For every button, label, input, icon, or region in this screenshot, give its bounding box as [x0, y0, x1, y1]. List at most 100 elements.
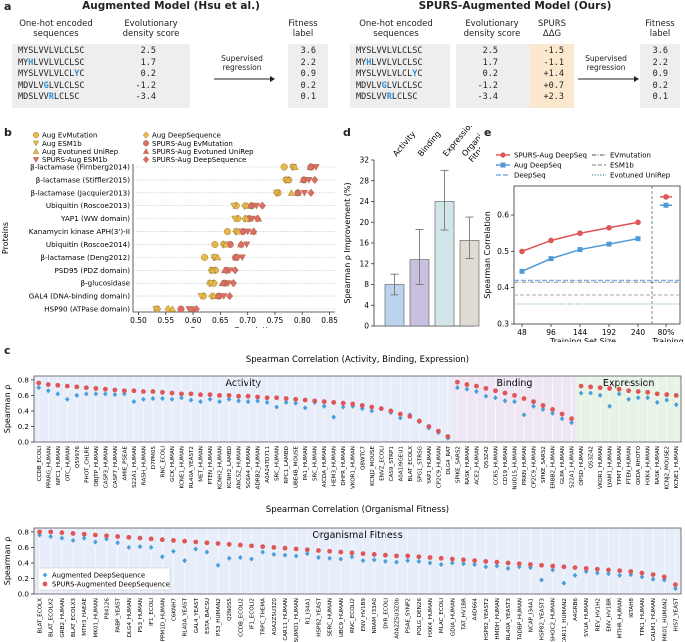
evo-score: 2.5 [140, 46, 156, 56]
marker-circle [33, 131, 40, 138]
fitness-value: 0.2 [300, 80, 316, 91]
spurs-box [530, 44, 574, 108]
legend-label: Aug DeepSequence [152, 132, 221, 140]
spurs-point [405, 553, 411, 559]
spurs-point [394, 553, 399, 559]
sequence-row: MYHLVVLVLCLSC [356, 58, 444, 70]
spurs-value: -1.1 [543, 57, 564, 68]
spurs-point [382, 552, 388, 558]
x-tick-label: POLG_DEN26 [417, 598, 423, 636]
spurs-point [141, 389, 146, 394]
protein-markers [231, 214, 263, 223]
aug-point [664, 397, 670, 403]
spurs-point [407, 413, 413, 419]
spurs-point [169, 390, 175, 396]
x-tick-label: PSAE_SYNP2 [406, 598, 412, 633]
spurs-point [426, 424, 432, 429]
legend-item: SPURS-Aug DeepSequence [142, 155, 246, 164]
x-tick-label: CASP3_HUMAN [103, 446, 109, 488]
y-tick-label: 0.2 [18, 422, 29, 431]
x-tick-label: KCNJ2_MOUSE2 [665, 446, 671, 489]
spurs-point [293, 546, 299, 552]
aug-point [540, 406, 546, 412]
spurs-point [635, 389, 641, 394]
sequence-suffix: LVLCLSC [48, 80, 85, 91]
spurs-point [360, 551, 366, 557]
marker-triangle-up [246, 202, 255, 209]
x-tick-label: PTEN_HUMAN [627, 446, 633, 484]
plot-frame [513, 185, 681, 325]
spurs-point [171, 538, 176, 543]
sequence-prefix: MYSLVVLVLCLSC [18, 46, 85, 56]
x-tick-label: A0A2Z5U3Z0b [395, 598, 401, 639]
plot-frame [33, 527, 682, 595]
x-tick-label: MTH3_HAEAE [82, 598, 88, 636]
marker-diamond [142, 155, 150, 164]
marker-triangle-up [242, 214, 250, 222]
x-tick-label: KCNE1_HUMAN [674, 446, 680, 488]
x-tick-label: ESTA_BACSU [205, 598, 211, 634]
legend-item: SPURS-Aug EvMutation [142, 140, 233, 148]
x-tick-label: HXK4_HUMAN [646, 446, 652, 485]
group-label: Activity [226, 378, 262, 389]
marker-triangle-up [219, 279, 227, 287]
aug-point [572, 572, 578, 578]
x-tick-label: SRC_HUMAN [275, 446, 281, 481]
x-tick-label: 48 [517, 328, 527, 337]
marker-triangle-down [220, 293, 228, 300]
protein-markers [282, 175, 319, 185]
x-tick-label: BLAT_ECOLX3 [71, 598, 77, 637]
x-tick-label: TAT_HV1BR [461, 598, 467, 631]
aug-point [578, 390, 584, 396]
spurs-point [327, 548, 333, 554]
x-axis-title: Spearman Correlation [190, 326, 278, 328]
aug-point [583, 568, 589, 575]
y-tick-label: 0.6 [18, 543, 30, 552]
marker-triangle-down [231, 215, 239, 223]
aug-point [512, 399, 517, 405]
x-tick-label: RASK_HUMAN [655, 446, 661, 485]
x-tick-label: ERBB2_HUMAN [551, 446, 557, 489]
protein-label: β-lactamase (Deng2012) [40, 253, 130, 262]
aug-point [461, 561, 466, 567]
spurs-point [137, 535, 143, 541]
aug-point [639, 574, 645, 580]
sequence-mutation: Y [74, 69, 80, 80]
spurs-point [115, 534, 121, 539]
aug-point [245, 399, 251, 405]
spurs-point [502, 390, 508, 396]
x-tick-label: 0.65 [212, 316, 229, 325]
panel-c-chart: Spearman Correlation (Activity, Binding,… [3, 355, 682, 642]
x-tick-label: PHOT_CHLRE [84, 446, 90, 483]
spurs-aug-line [521, 221, 639, 253]
x-tick-label: DLG4_RAT [446, 445, 452, 474]
legend-marker [500, 162, 506, 168]
spurs-point [616, 386, 622, 392]
marker-triangle-down [312, 164, 320, 171]
x-tick-label: RL40A_YEAST2 [189, 446, 195, 488]
sequence-mutation: H [28, 57, 34, 68]
aug-80-point [663, 202, 669, 208]
panel-e-chart: SPURS-Aug DeepSeq Aug DeepSeq DeepSeq EVmut… [483, 152, 684, 343]
spurs-point [340, 400, 346, 406]
protein-label: Ubiquitin (Roscoe2014) [46, 240, 130, 249]
spurs-point [650, 572, 656, 577]
panel-b-letter: b [4, 126, 12, 139]
x-tick-label: SYUA_HUMAN [584, 598, 590, 637]
spurs-point [639, 570, 645, 576]
spurs-point [654, 391, 660, 397]
x-tick-label: Q2N0S5 [227, 598, 233, 621]
legend-box [37, 567, 171, 591]
x-tick-label: P53_HUMAN [138, 598, 144, 632]
sequence-row: MYHLVVLVLCLSC [18, 58, 106, 70]
aug-point [236, 398, 241, 404]
protein-label: β-glucosidase [80, 279, 130, 288]
col-evo-header-right: Evolutionary density score [463, 19, 521, 39]
aug-point [59, 535, 65, 541]
spurs-point [626, 388, 632, 394]
x-tick-label: KCNH2_LAMBD [227, 446, 233, 488]
legend-item: SPURS-Aug DeepSeq [496, 152, 587, 160]
marker-diamond [233, 253, 241, 262]
aug-point [494, 563, 500, 569]
marker-triangle-down [226, 267, 234, 274]
